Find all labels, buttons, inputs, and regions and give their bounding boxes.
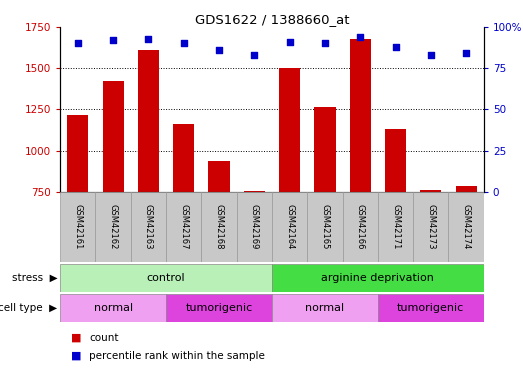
Text: GSM42174: GSM42174 — [462, 204, 471, 250]
Text: GSM42165: GSM42165 — [321, 204, 329, 250]
Title: GDS1622 / 1388660_at: GDS1622 / 1388660_at — [195, 13, 349, 26]
Text: percentile rank within the sample: percentile rank within the sample — [89, 351, 265, 361]
Text: GSM42173: GSM42173 — [426, 204, 435, 250]
Text: GSM42167: GSM42167 — [179, 204, 188, 250]
Bar — [314, 107, 336, 192]
Point — [109, 37, 117, 43]
Text: stress  ▶: stress ▶ — [12, 273, 58, 283]
Text: GSM42164: GSM42164 — [285, 204, 294, 250]
Point — [250, 52, 258, 58]
Bar — [307, 192, 343, 262]
Bar — [95, 192, 131, 262]
Bar — [272, 192, 308, 262]
Bar — [67, 115, 88, 192]
Bar — [378, 192, 413, 262]
Text: tumorigenic: tumorigenic — [185, 303, 253, 313]
Point — [215, 47, 223, 53]
Bar — [208, 160, 230, 192]
Bar — [60, 264, 272, 292]
Bar — [272, 294, 378, 322]
Bar — [173, 123, 195, 192]
Bar — [279, 68, 300, 192]
Bar — [343, 192, 378, 262]
Point — [391, 44, 400, 50]
Bar — [413, 192, 449, 262]
Text: GSM42171: GSM42171 — [391, 204, 400, 250]
Text: GSM42162: GSM42162 — [109, 204, 118, 250]
Bar — [449, 192, 484, 262]
Point — [286, 39, 294, 45]
Bar — [103, 81, 123, 192]
Bar — [166, 192, 201, 262]
Text: GSM42166: GSM42166 — [356, 204, 365, 250]
Point — [74, 40, 82, 46]
Bar — [60, 192, 95, 262]
Text: ■: ■ — [71, 351, 81, 361]
Bar — [244, 191, 265, 192]
Bar — [138, 50, 159, 192]
Text: arginine deprivation: arginine deprivation — [322, 273, 434, 283]
Text: GSM42161: GSM42161 — [73, 204, 82, 250]
Bar — [131, 192, 166, 262]
Point — [427, 52, 435, 58]
Bar — [456, 186, 476, 192]
Bar — [201, 192, 236, 262]
Text: normal: normal — [94, 303, 133, 313]
Bar — [166, 294, 272, 322]
Bar — [60, 294, 166, 322]
Text: control: control — [147, 273, 185, 283]
Text: GSM42168: GSM42168 — [214, 204, 223, 250]
Text: cell type  ▶: cell type ▶ — [0, 303, 58, 313]
Text: GSM42163: GSM42163 — [144, 204, 153, 250]
Text: tumorigenic: tumorigenic — [397, 303, 464, 313]
Point — [321, 40, 329, 46]
Bar — [349, 39, 371, 192]
Text: count: count — [89, 333, 118, 343]
Bar — [272, 264, 484, 292]
Text: normal: normal — [305, 303, 345, 313]
Point — [462, 50, 470, 56]
Bar — [420, 190, 441, 192]
Bar — [378, 294, 484, 322]
Point — [356, 34, 365, 40]
Bar — [385, 129, 406, 192]
Point — [144, 36, 153, 42]
Text: ■: ■ — [71, 333, 81, 343]
Point — [179, 40, 188, 46]
Bar — [236, 192, 272, 262]
Text: GSM42169: GSM42169 — [250, 204, 259, 250]
